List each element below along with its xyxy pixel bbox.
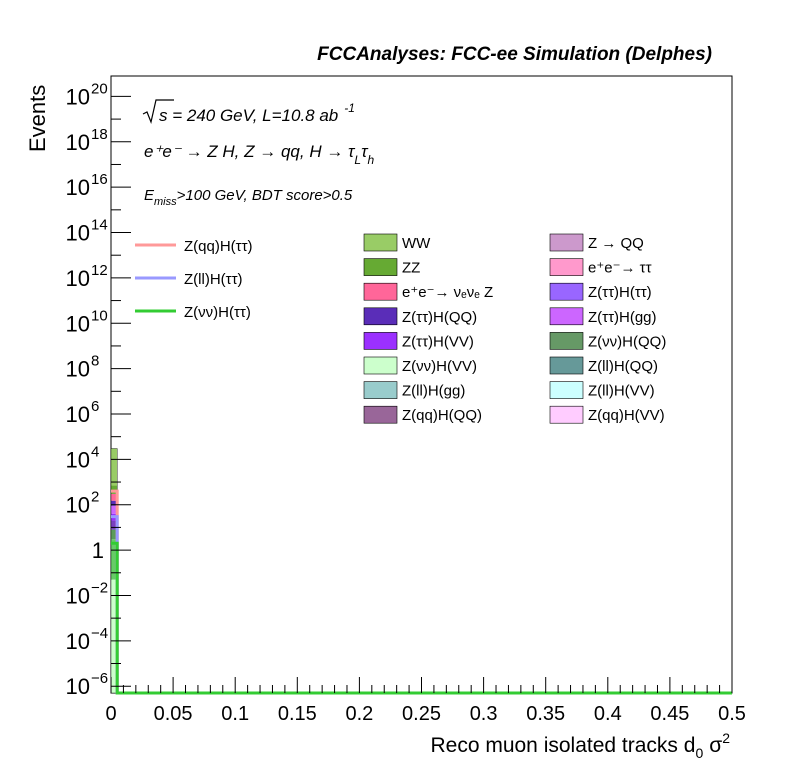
chart-title: FCCAnalyses: FCC-ee Simulation (Delphes) [317,44,712,65]
legend-box-label: Z(ττ)H(gg) [588,309,657,326]
signal-lines [111,489,732,695]
y-tick-label: 1014 [66,217,108,246]
annotation-process: e⁺e⁻ → Z H, Z → qq, H → τLτh [144,142,374,167]
y-tick-label: 1010 [66,307,108,336]
annotation-process-tau2: τ [361,142,369,161]
annotation-lumi-sup: -1 [344,101,355,115]
annotation-selection-sub: miss [154,196,177,208]
x-axis-label: Reco muon isolated tracks d0 σ2 [430,730,730,761]
legend-box-swatch [549,356,584,375]
legend-box-label: Z(qq)H(VV) [588,407,665,424]
annotation-process-sub2: h [367,153,374,167]
bar-segment-0-3 [111,520,118,530]
legend-box-label: Z(νν)H(QQ) [588,333,666,350]
legend-box-label: Z(νν)H(VV) [402,358,477,375]
legend-box-swatch [363,405,398,424]
y-tick-label: 1012 [66,262,108,291]
y-axis-label: Events [25,85,50,152]
legend-line-label: Z(ll)H(ττ) [184,271,243,288]
bar-segment-0-7 [111,493,118,501]
legend-box-swatch [549,307,584,326]
legend-box-swatch [363,258,398,276]
legend-box-swatch [363,381,398,399]
legend-line-label: Z(qq)H(ττ) [184,238,253,255]
legend-box-label: Z(qq)H(QQ) [402,407,482,424]
y-tick-label: 1018 [66,126,108,155]
sqrt-symbol [142,99,174,125]
y-tick-label: 102 [66,489,100,518]
x-axis-label-sigma: σ [709,734,722,757]
x-axis-label-sub: 0 [695,745,703,761]
legend-box-label: ZZ [402,260,420,277]
bar-segment-0-9 [111,448,118,486]
y-axis: 10−6 10−4 10−2 1 102 104 106 108 1010 1012 1014 101… [66,80,131,699]
annotation-sqrt-s: s [159,106,168,125]
y-tick-label: 106 [66,398,100,427]
legend-box-label: Z(ll)H(VV) [588,383,655,400]
y-tick-label: 108 [66,353,100,382]
annotation-energy-text: = 240 GeV, L=10.8 ab [168,106,339,125]
legend-box-swatch [549,405,584,424]
legend-box-label: e⁺e⁻→ ττ [588,260,652,277]
bar-segment-0-5 [111,505,118,514]
x-tick-label: 0.15 [278,703,317,725]
legend-box-swatch [549,282,584,301]
legend: Z(qq)H(ττ) Z(ll)H(ττ) Z(νν)H(ττ) WW Z → QQ ZZ… [135,233,666,424]
x-axis-label-sup: 2 [722,730,730,746]
x-axis: 0 0.05 0.1 0.15 0.2 0.25 0.3 0.35 0.4 0.45 0.5 [105,677,746,725]
x-tick-label: 0.5 [718,703,746,725]
annotation-selection-rest: >100 GeV, BDT score>0.5 [177,187,353,204]
legend-box-swatch [363,282,398,301]
legend-box-label: Z(ττ)H(VV) [402,333,474,350]
bar-segment-0-1 [111,539,118,580]
y-tick-label: 1016 [66,171,108,200]
legend-box-swatch [363,307,398,326]
legend-box-swatch [363,233,398,252]
y-tick-label: 10−6 [66,670,109,699]
y-tick-label: 1 [92,538,104,563]
annotation-selection-E: E [144,187,155,204]
annotation-energy: s = 240 GeV, L=10.8 ab -1 [142,99,355,125]
y-tick-label: 10−4 [66,625,109,654]
x-axis-label-main: Reco muon isolated tracks d [430,734,695,757]
legend-box-swatch [549,381,584,399]
x-tick-label: 0 [105,703,116,725]
annotation-process-main: e⁺e⁻ → Z H, Z → qq, H → τ [144,142,356,161]
x-tick-label: 0.1 [221,703,249,725]
legend-box-label: WW [402,235,431,252]
x-tick-label: 0.25 [402,703,441,725]
legend-line-label: Z(νν)H(ττ) [184,304,251,321]
legend-box-label: Z(ττ)H(QQ) [402,309,477,326]
x-tick-label: 0.45 [650,703,689,725]
x-tick-label: 0.2 [345,703,373,725]
legend-box-label: e⁺e⁻→ νₑνₑ Z [402,284,493,301]
annotation-selection: Emiss>100 GeV, BDT score>0.5 [144,187,353,208]
legend-box-label: Z(ll)H(QQ) [588,358,658,375]
legend-box-swatch [549,233,584,252]
x-tick-label: 0.35 [526,703,565,725]
legend-box-swatch [363,332,398,350]
svg-text:s = 240 GeV, L=10.8 ab-1: s = 240 GeV, L=10.8 ab -1 [159,101,355,125]
x-tick-label: 0.4 [594,703,622,725]
bar-segment-0-2 [111,529,118,540]
legend-box-swatch [549,258,584,276]
y-tick-label: 104 [66,443,100,472]
y-tick-label: 10−2 [66,579,109,608]
x-tick-label: 0.3 [470,703,498,725]
legend-box-label: Z(ττ)H(ττ) [588,284,652,301]
series-line-1 [111,515,732,695]
legend-box-label: Z(ll)H(gg) [402,383,465,400]
series-line-0 [111,489,732,695]
legend-box-swatch [549,332,584,350]
series-line-2 [111,541,732,695]
bar-segment-0-0 [111,579,118,693]
legend-box-swatch [363,356,398,375]
y-tick-label: 1020 [66,80,108,109]
legend-box-label: Z → QQ [588,235,644,252]
x-tick-label: 0.05 [154,703,193,725]
bar-segment-0-6 [111,500,118,506]
annotation-process-sub1: L [354,153,361,167]
